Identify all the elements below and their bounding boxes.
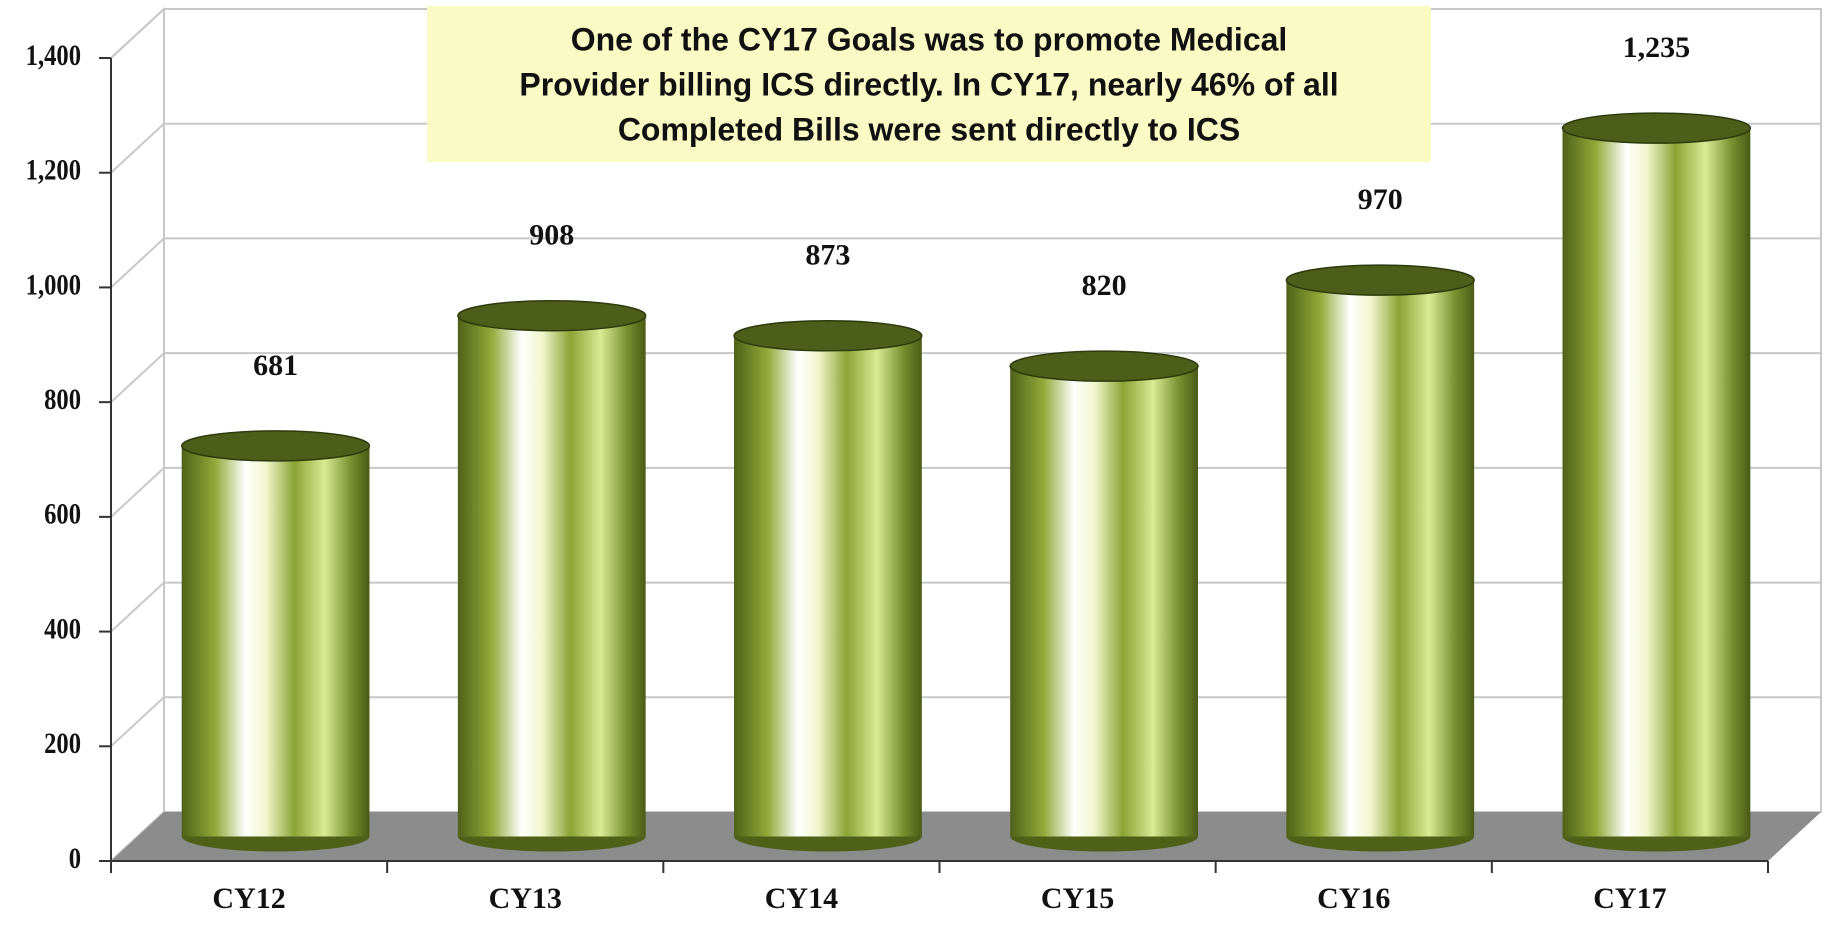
y-tick-label: 0 (69, 842, 81, 875)
y-tick-label: 1,000 (26, 268, 81, 301)
bar (734, 335, 922, 837)
value-label: 1,235 (1623, 31, 1691, 64)
annotation-box (427, 6, 1431, 162)
value-label: 970 (1358, 183, 1403, 216)
bar-top (1285, 264, 1475, 296)
annotation: Provider billing ICS directly. In CY17, … (519, 66, 1338, 102)
bar-top (1561, 112, 1752, 144)
side-wall (110, 6, 165, 864)
grid-line (110, 466, 1821, 518)
y-tick-label: 200 (44, 727, 81, 760)
annotation: One of the CY17 Goals was to promote Med… (571, 21, 1288, 57)
bar-top (180, 430, 371, 462)
x-tick-label: CY17 (1593, 882, 1666, 915)
y-tick-label: 800 (44, 383, 81, 416)
value-label: 908 (529, 219, 574, 252)
y-tick-label: 400 (44, 612, 81, 645)
bar-top (1009, 350, 1199, 382)
y-tick-label: 600 (44, 497, 81, 530)
bar (1010, 366, 1198, 837)
bar-top (733, 320, 923, 352)
grid-line (110, 696, 1821, 748)
y-tick-label: 1,200 (26, 153, 81, 186)
value-label: 820 (1082, 269, 1127, 302)
bar-top (457, 299, 647, 332)
x-tick-label: CY12 (212, 882, 285, 915)
y-tick-label: 1,400 (26, 39, 81, 72)
x-tick-label: CY14 (765, 882, 838, 915)
grid-line (110, 581, 1821, 633)
grid-line (110, 352, 1821, 403)
plot-area: 0 200 400 600 800 1,000 1,200 1,400 CY12 681 CY13 9… (26, 6, 1822, 915)
value-label: 681 (253, 349, 298, 382)
annotation: Completed Bills were sent directly to IC… (618, 111, 1240, 147)
bar (1562, 128, 1751, 837)
x-tick-label: CY13 (489, 882, 562, 915)
bar (1286, 280, 1475, 837)
value-label: 873 (805, 239, 850, 272)
bar (457, 315, 646, 837)
x-tick-label: CY15 (1041, 882, 1114, 915)
grid-line (110, 237, 1821, 289)
x-tick-label: CY16 (1317, 882, 1390, 915)
bar (181, 445, 370, 837)
